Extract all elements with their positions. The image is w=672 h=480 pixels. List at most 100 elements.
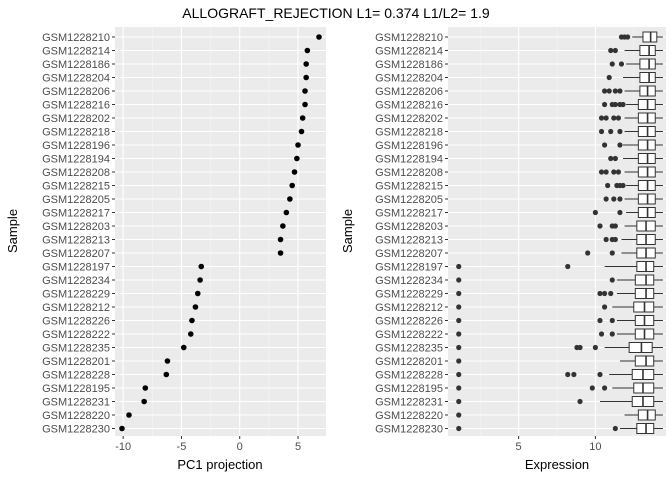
box-plot-GSM1228218 — [598, 126, 663, 137]
outlier-point — [612, 223, 618, 229]
right-y-tick-label: GSM1228213 — [375, 235, 443, 247]
outlier-point — [603, 169, 609, 175]
outlier-point — [456, 263, 462, 270]
outlier-point — [601, 304, 608, 310]
data-point — [303, 61, 309, 67]
left-y-tick-label: GSM1228203 — [42, 221, 110, 233]
right-y-tick-label: GSM1228210 — [375, 32, 443, 44]
box-plot-GSM1228226 — [456, 315, 663, 326]
outlier-point — [456, 412, 462, 418]
outlier-point — [456, 371, 462, 378]
outlier-point — [609, 317, 615, 324]
right-y-tick-label: GSM1228216 — [375, 100, 443, 112]
data-point — [294, 155, 300, 162]
right-y-tick-label: GSM1228201 — [375, 356, 443, 368]
data-point — [295, 142, 301, 148]
left-y-tick-label: GSM1228213 — [42, 235, 110, 247]
right-y-tick-label: GSM1228203 — [375, 221, 443, 233]
left-y-tick-label: GSM1228205 — [42, 194, 110, 206]
left-y-tick-label: GSM1228195 — [42, 383, 110, 395]
outlier-point — [612, 425, 618, 432]
right-y-tick-label: GSM1228222 — [375, 329, 443, 341]
right-y-tick-label: GSM1228229 — [375, 289, 443, 301]
right-x-tick-label: 10 — [589, 441, 601, 453]
outlier-point — [597, 223, 603, 229]
right-y-tick-label: GSM1228206 — [375, 86, 443, 98]
outlier-point — [609, 61, 615, 67]
left-y-tick-label: GSM1228216 — [42, 100, 110, 112]
box-plot-GSM1228208 — [598, 166, 663, 178]
data-point — [189, 317, 195, 324]
box-iqr — [639, 45, 656, 56]
left-y-tick-label: GSM1228235 — [42, 343, 110, 355]
box-plot-GSM1228196 — [601, 139, 663, 151]
box-iqr — [639, 72, 656, 83]
outlier-point — [592, 344, 598, 351]
left-y-tick-label: GSM1228215 — [42, 181, 110, 193]
outlier-point — [609, 250, 615, 256]
right-y-tick-label: GSM1228214 — [375, 46, 443, 58]
right-y-tick-label: GSM1228217 — [375, 208, 443, 220]
right-y-tick-label: GSM1228208 — [375, 167, 443, 179]
box-plot-GSM1228186 — [609, 58, 663, 70]
data-point — [277, 236, 284, 243]
box-plot-GSM1228228 — [456, 369, 663, 380]
outlier-point — [601, 290, 608, 297]
box-plot-GSM1228216 — [601, 99, 663, 110]
data-point — [164, 358, 171, 364]
chart-title: ALLOGRAFT_REJECTION L1= 0.374 L1/L2= 1.9 — [182, 5, 490, 21]
box-plot-GSM1228212 — [456, 301, 663, 313]
right-y-tick-label: GSM1228215 — [375, 181, 443, 193]
outlier-point — [601, 88, 608, 94]
data-point — [304, 47, 311, 54]
right-y-tick-label: GSM1228196 — [375, 140, 443, 152]
data-point — [126, 412, 132, 418]
data-point — [187, 331, 194, 337]
data-point — [316, 34, 322, 40]
left-y-tick-label: GSM1228228 — [42, 370, 110, 382]
data-point — [289, 182, 295, 189]
outlier-point — [456, 358, 462, 364]
data-point — [303, 74, 309, 81]
box-plot-GSM1228222 — [456, 328, 663, 340]
outlier-point — [625, 34, 631, 40]
data-point — [287, 196, 293, 202]
box-plot-GSM1228204 — [606, 72, 663, 83]
outlier-point — [608, 47, 614, 54]
data-point — [280, 223, 286, 229]
box-iqr — [634, 355, 655, 367]
outlier-point — [597, 317, 603, 324]
outlier-point — [577, 344, 583, 351]
outlier-point — [603, 236, 609, 243]
box-plot-GSM1228194 — [608, 153, 663, 164]
right-x-ticks: 5 10 — [516, 436, 602, 453]
outlier-point — [571, 371, 577, 378]
outlier-point — [601, 101, 608, 108]
outlier-point — [609, 277, 615, 283]
left-y-tick-label: GSM1228196 — [42, 140, 110, 152]
outlier-point — [612, 47, 618, 54]
box-plot-GSM1228195 — [456, 382, 663, 394]
outlier-point — [611, 169, 617, 175]
right-y-tick-label: GSM1228228 — [375, 370, 443, 382]
left-y-tick-label: GSM1228194 — [42, 154, 110, 166]
data-point — [283, 209, 290, 216]
outlier-point — [612, 236, 618, 243]
outlier-point — [589, 385, 595, 391]
right-y-tick-label: GSM1228204 — [375, 73, 443, 85]
outlier-point — [456, 385, 462, 391]
left-y-tick-label: GSM1228214 — [42, 46, 110, 58]
data-point — [194, 290, 201, 297]
outlier-point — [598, 115, 605, 121]
outlier-point — [612, 88, 618, 94]
data-point — [142, 385, 149, 391]
right-x-tick-label: 5 — [516, 441, 522, 453]
left-y-tick-label: GSM1228210 — [42, 32, 110, 44]
right-y-tick-label: GSM1228197 — [375, 262, 443, 274]
left-panel-background — [115, 27, 326, 436]
outlier-point — [611, 115, 617, 121]
left-y-tick-label: GSM1228207 — [42, 248, 110, 260]
right-y-tick-label: GSM1228205 — [375, 194, 443, 206]
box-plot-GSM1228235 — [456, 342, 663, 353]
